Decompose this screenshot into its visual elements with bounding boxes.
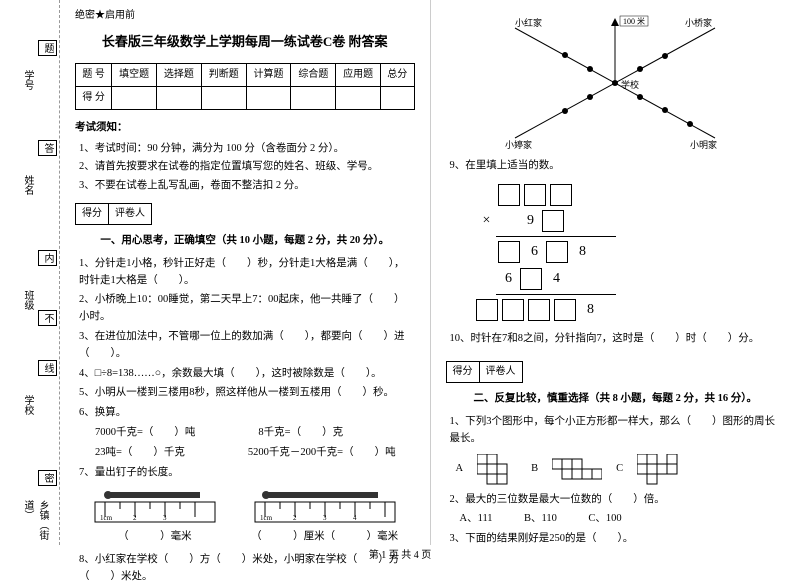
svg-text:小婷家: 小婷家: [505, 139, 532, 150]
shape-b-icon: [552, 454, 602, 486]
margin-label: 学校: [20, 395, 35, 415]
section-title: 二、反复比较，慎重选择（共 8 小题，每题 2 分，共 16 分）。: [446, 391, 786, 408]
score-label: 得分: [76, 204, 109, 224]
ruler-icon: 1cm 2 3: [90, 487, 220, 527]
svg-text:1cm: 1cm: [260, 514, 273, 522]
th: 综合题: [291, 63, 336, 86]
question: 1、分针走1小格，秒针正好走（ ）秒，分针走1大格是满（ ），时针走1大格是（ …: [75, 256, 415, 290]
ruler-icon: 1cm 2 3 4: [250, 487, 400, 527]
th: 题 号: [76, 63, 112, 86]
ruler-answer: （ ）毫米: [90, 529, 220, 546]
question: 4、□÷8=138……○，余数最大填（ ），这时被除数是（ ）。: [75, 366, 415, 383]
svg-text:小明家: 小明家: [690, 139, 717, 150]
direction-diagram: 100 米 小红家 小桥家 学校 小婷家 小明家: [475, 8, 755, 158]
page-footer: 第 1 页 共 4 页: [0, 546, 800, 561]
column-left: 绝密★启用前 长春版三年级数学上学期每周一练试卷C卷 附答案 题 号 填空题 选…: [60, 0, 431, 545]
margin-char: 题: [38, 40, 57, 56]
score-label: 得分: [447, 362, 480, 382]
question: 3、在进位加法中，不管哪一位上的数加满（ ），都要向（ ）进（ ）。: [75, 329, 415, 363]
section-title: 一、用心思考，正确填空（共 10 小题，每题 2 分，共 20 分）。: [75, 233, 415, 250]
th: 应用题: [336, 63, 381, 86]
margin-label: 学号: [20, 70, 35, 90]
multiplication-grid: ×9 68 64 8: [476, 184, 616, 326]
ruler-answer: （ ）厘米（ ）毫米: [250, 529, 400, 546]
svg-text:小桥家: 小桥家: [685, 17, 712, 28]
margin-char: 密: [38, 470, 57, 486]
opt-label: B: [531, 461, 538, 478]
td: [112, 86, 157, 109]
margin-char: 内: [38, 250, 57, 266]
shape-options: A B C: [456, 454, 786, 486]
shape-a-icon: [477, 454, 517, 486]
shape-c-icon: [637, 454, 683, 486]
grader-label: 评卷人: [480, 362, 522, 382]
question: 7、量出钉子的长度。: [75, 465, 415, 482]
notice-item: 3、不要在试卷上乱写乱画，卷面不整洁扣 2 分。: [79, 178, 415, 195]
notice-item: 1、考试时间：90 分钟，满分为 100 分（含卷面分 2 分）。: [79, 141, 415, 158]
question-options: A、111 B、110 C、100: [446, 511, 786, 528]
score-box: 得分 评卷人: [75, 203, 152, 225]
notice-list: 1、考试时间：90 分钟，满分为 100 分（含卷面分 2 分）。 2、请首先按…: [79, 141, 415, 195]
td: 得 分: [76, 86, 112, 109]
svg-text:3: 3: [323, 514, 327, 522]
margin-label: 班级: [20, 290, 35, 310]
score-box: 得分 评卷人: [446, 361, 523, 383]
th: 总分: [381, 63, 414, 86]
question-sub: 23吨=（ ）千克 5200千克－200千克=（ ）吨: [75, 445, 415, 462]
margin-char: 不: [38, 310, 57, 326]
score-table: 题 号 填空题 选择题 判断题 计算题 综合题 应用题 总分 得 分: [75, 63, 415, 110]
question: 2、小桥晚上10：00睡觉，第二天早上7：00起床，他一共睡了（ ）小时。: [75, 292, 415, 326]
th: 填空题: [112, 63, 157, 86]
question: 9、在里填上适当的数。: [446, 158, 786, 175]
margin-label: 姓名: [20, 175, 35, 195]
th: 选择题: [157, 63, 202, 86]
svg-text:学校: 学校: [621, 79, 639, 90]
column-right: 100 米 小红家 小桥家 学校 小婷家 小明家 9、在里填上适当的数。 ×9 …: [431, 0, 800, 545]
question: 5、小明从一楼到三楼用8秒，照这样他从一楼到五楼用（ ）秒。: [75, 385, 415, 402]
ruler-a: 1cm 2 3 （ ）毫米: [90, 487, 220, 546]
margin-char: 线: [38, 360, 57, 376]
svg-text:小红家: 小红家: [515, 17, 542, 28]
opt-label: C: [616, 461, 623, 478]
svg-text:3: 3: [163, 514, 167, 522]
question: 6、换算。: [75, 405, 415, 422]
ruler-row: 1cm 2 3 （ ）毫米 1cm 2 3 4: [75, 487, 415, 546]
question: 10、时针在7和8之间，分针指向7，这时是（ ）时（ ）分。: [446, 331, 786, 348]
svg-text:2: 2: [133, 514, 137, 522]
grader-label: 评卷人: [109, 204, 151, 224]
notice-title: 考试须知：: [75, 120, 415, 137]
margin-label: 乡镇（街道）: [20, 500, 50, 545]
question-sub: 7000千克=（ ）吨 8千克=（ ）克: [75, 425, 415, 442]
notice-item: 2、请首先按要求在试卷的指定位置填写您的姓名、班级、学号。: [79, 159, 415, 176]
diag-label: 100 米: [623, 16, 645, 26]
th: 判断题: [201, 63, 246, 86]
opt-label: A: [456, 461, 464, 478]
exam-title: 长春版三年级数学上学期每周一练试卷C卷 附答案: [75, 32, 415, 53]
binding-margin: 乡镇（街道） 密 学校 线 班级 内 不 姓名 答 学号 题: [0, 0, 60, 545]
secret-label: 绝密★启用前: [75, 8, 415, 24]
question: 2、最大的三位数是最大一位数的（ ）倍。: [446, 492, 786, 509]
margin-char: 答: [38, 140, 57, 156]
svg-text:1cm: 1cm: [100, 514, 113, 522]
question: 1、下列3个图形中，每个小正方形都一样大，那么（ ）图形的周长最长。: [446, 414, 786, 448]
svg-text:2: 2: [293, 514, 297, 522]
ruler-b: 1cm 2 3 4 （ ）厘米（ ）毫米: [250, 487, 400, 546]
th: 计算题: [246, 63, 291, 86]
svg-text:4: 4: [353, 514, 357, 522]
